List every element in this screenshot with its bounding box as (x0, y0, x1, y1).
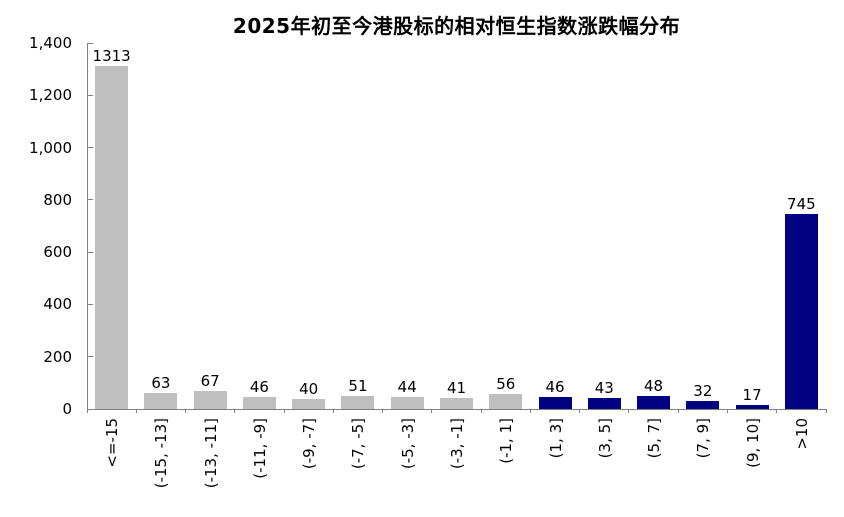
x-axis-tick (480, 409, 482, 413)
x-tick-label: (-13, -11] (201, 418, 220, 489)
bar-value-label: 40 (299, 379, 319, 398)
x-axis-tick (677, 409, 679, 413)
bar (489, 394, 523, 409)
bar-value-label: 1313 (92, 46, 131, 65)
x-tick-label: (-9, -7] (300, 418, 319, 470)
bar-value-label: 46 (545, 377, 565, 396)
x-axis-tick (135, 409, 137, 413)
bar-value-label: 44 (397, 378, 417, 397)
y-tick-label: 1,000 (29, 138, 72, 157)
bar-value-label: 17 (742, 385, 762, 404)
bar-value-label: 48 (644, 377, 664, 396)
bar (144, 392, 178, 409)
x-axis-line (87, 409, 826, 410)
x-tick-label: (-3, -1] (448, 418, 466, 470)
y-axis-line (87, 43, 88, 409)
x-tick-label: (5, 7] (645, 418, 664, 459)
y-tick-label: 1,400 (29, 34, 72, 52)
bar (735, 404, 769, 409)
y-tick-label: 0 (62, 400, 72, 418)
bar-value-label: 46 (249, 377, 269, 396)
x-tick-label: <=-15 (103, 418, 122, 468)
bar (440, 398, 473, 409)
bar (686, 400, 720, 409)
bar-value-label: 43 (594, 378, 614, 397)
x-tick-label: (-11, -9] (250, 418, 269, 479)
x-axis-tick (382, 409, 384, 413)
y-axis-tick (87, 42, 93, 44)
bar (587, 397, 621, 409)
y-axis-tick (87, 147, 93, 149)
x-axis-tick (185, 409, 187, 413)
x-axis-tick (579, 409, 581, 413)
chart-title: 2025年初至今港股标的相对恒生指数涨跌幅分布 (232, 14, 681, 38)
x-axis-tick (431, 409, 433, 413)
x-tick-label: (1, 3] (546, 418, 565, 459)
bar (292, 398, 326, 409)
y-tick-label: 600 (43, 243, 72, 262)
x-axis-tick (283, 409, 285, 413)
x-tick-label: (3, 5] (595, 418, 614, 459)
x-tick-label: (-5, -3] (398, 418, 417, 470)
bar (341, 395, 375, 409)
y-tick-label: 400 (43, 295, 72, 314)
bar (538, 396, 572, 409)
x-axis-tick (825, 409, 827, 413)
x-tick-label: (-1, 1] (497, 418, 516, 464)
bar (637, 396, 671, 409)
bar (193, 391, 227, 409)
bar-value-label: 745 (787, 195, 816, 214)
x-tick-label: (-15, -13] (152, 418, 171, 489)
x-axis-tick (776, 409, 778, 413)
bar-value-label: 63 (151, 373, 171, 392)
x-tick-label: >10 (792, 418, 811, 450)
y-axis-tick (87, 94, 93, 96)
x-axis-tick (234, 409, 236, 413)
x-axis-tick (628, 409, 630, 413)
bar (784, 214, 818, 409)
bar (390, 397, 424, 409)
x-axis-tick (726, 409, 728, 413)
x-tick-label: (7, 9] (694, 418, 713, 459)
bar-value-label: 51 (348, 376, 368, 395)
x-axis-tick (86, 409, 88, 413)
y-tick-label: 800 (43, 190, 72, 209)
bar (95, 65, 129, 409)
y-tick-label: 200 (43, 347, 72, 366)
x-axis-tick (529, 409, 531, 413)
y-axis-tick (87, 303, 93, 305)
bar-value-label: 67 (200, 372, 220, 391)
x-tick-label: (9, 10] (743, 418, 762, 468)
y-axis-tick (87, 199, 93, 201)
y-axis-tick (87, 251, 93, 253)
y-tick-label: 1,200 (29, 86, 72, 105)
bar-value-label: 56 (496, 375, 516, 394)
bar-value-label: 32 (693, 381, 713, 400)
x-axis-tick (332, 409, 334, 413)
x-tick-label: (-7, -5] (349, 418, 368, 470)
bar-value-label: 41 (446, 379, 467, 398)
bar (242, 396, 276, 409)
y-axis-tick (87, 356, 93, 358)
